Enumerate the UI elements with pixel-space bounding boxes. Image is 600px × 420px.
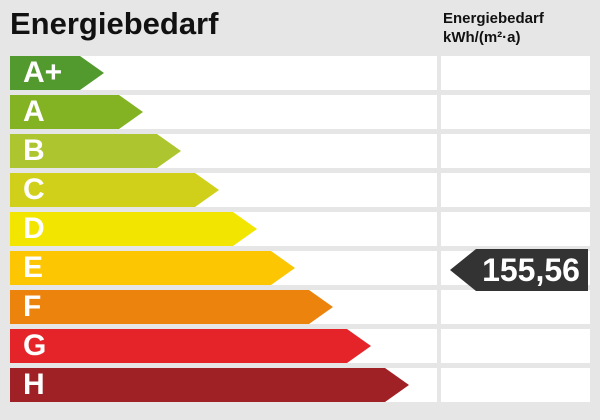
rating-label: G [23, 329, 47, 362]
value-cell [441, 134, 590, 168]
value-cell [441, 173, 590, 207]
value-cell [441, 212, 590, 246]
unit-header: Energiebedarf kWh/(m²·a) [443, 9, 544, 47]
rating-bar-f: F [10, 290, 333, 324]
rating-label: A [23, 95, 45, 128]
row-track: D [10, 212, 437, 246]
value-tag: 155,56 [450, 249, 588, 291]
rating-label: A+ [23, 56, 63, 89]
rating-label: F [23, 290, 42, 323]
value-cell [441, 56, 590, 90]
rating-scale: A+ A B C [0, 56, 600, 407]
row-track: C [10, 173, 437, 207]
rating-bar-h: H [10, 368, 409, 402]
rating-label: C [23, 173, 45, 206]
rating-bar-c: C [10, 173, 219, 207]
row-track: B [10, 134, 437, 168]
rating-label: D [23, 212, 45, 245]
energy-row-g: G [0, 329, 600, 363]
rating-bar-a-plus: A+ [10, 56, 104, 90]
energy-row-b: B [0, 134, 600, 168]
unit-header-unit: kWh/(m²·a) [443, 29, 521, 46]
value-text: 155,56 [482, 251, 580, 288]
value-cell [441, 368, 590, 402]
row-track: F [10, 290, 437, 324]
rating-bar-a: A [10, 95, 143, 129]
value-cell [441, 290, 590, 324]
value-cell [441, 329, 590, 363]
energy-row-a: A [0, 95, 600, 129]
rating-bar-b: B [10, 134, 181, 168]
rating-bar-g: G [10, 329, 371, 363]
row-track: A [10, 95, 437, 129]
rating-bar-d: D [10, 212, 257, 246]
energy-row-h: H [0, 368, 600, 402]
row-track: A+ [10, 56, 437, 90]
energy-row-c: C [0, 173, 600, 207]
value-cell [441, 95, 590, 129]
rating-label: H [23, 368, 45, 401]
row-track: H [10, 368, 437, 402]
page-title: Energiebedarf [10, 6, 219, 41]
energy-row-f: F [0, 290, 600, 324]
rating-label: B [23, 134, 45, 167]
unit-header-title: Energiebedarf [443, 10, 544, 27]
rating-label: E [23, 251, 44, 284]
energy-row-a-plus: A+ [0, 56, 600, 90]
rating-bar-e: E [10, 251, 295, 285]
row-track: G [10, 329, 437, 363]
row-track: E [10, 251, 437, 285]
energy-row-d: D [0, 212, 600, 246]
